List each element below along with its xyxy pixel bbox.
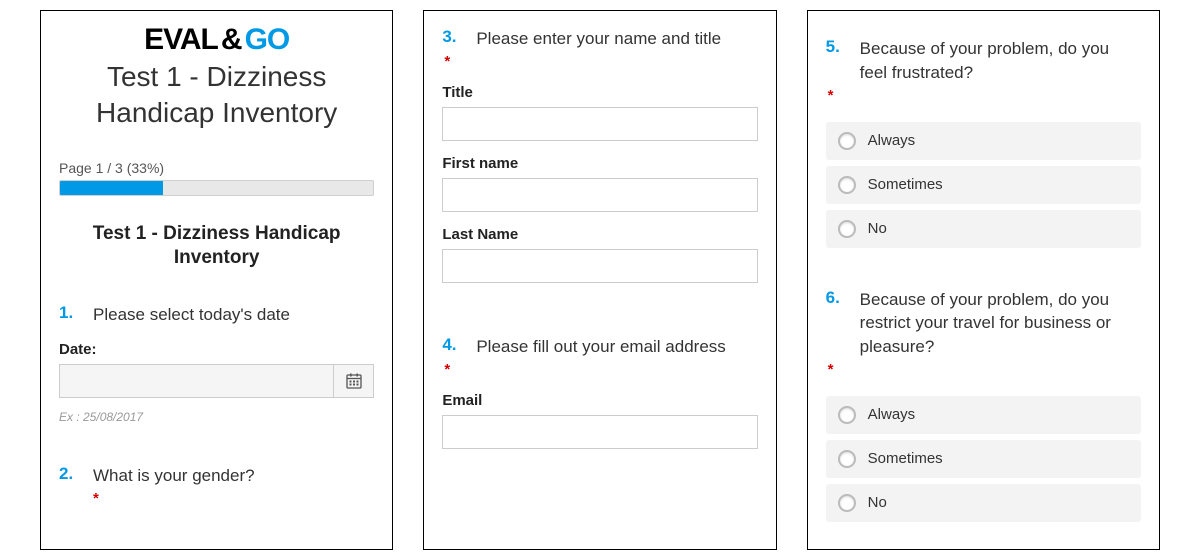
q6-opt0-label: Always — [868, 406, 916, 423]
survey-title: Test 1 - Dizziness Handicap Inventory — [59, 59, 374, 132]
panel-2: 3. Please enter your name and title * Ti… — [423, 10, 776, 550]
q3-first-label: First name — [442, 155, 757, 172]
logo-eval: EVAL — [144, 23, 218, 56]
q6-required: * — [828, 361, 1141, 378]
section-title: Test 1 - Dizziness Handicap Inventory — [59, 222, 374, 271]
q5-opt2-label: No — [868, 220, 887, 237]
question-4: 4. Please fill out your email address * … — [442, 335, 757, 449]
q1-hint: Ex : 25/08/2017 — [59, 410, 374, 424]
question-5: 5. Because of your problem, do you feel … — [826, 37, 1141, 248]
lastname-input[interactable] — [442, 249, 757, 283]
question-1: 1. Please select today's date Date: — [59, 303, 374, 424]
q6-option-always[interactable]: Always — [826, 396, 1141, 434]
progress-bar — [59, 180, 374, 196]
q6-opt2-label: No — [868, 494, 887, 511]
q3-required: * — [444, 53, 757, 70]
pager-text: Page 1 / 3 (33%) — [59, 160, 374, 176]
radio-icon — [838, 132, 856, 150]
q5-opt0-label: Always — [868, 132, 916, 149]
q4-email-label: Email — [442, 392, 757, 409]
date-input[interactable] — [59, 364, 334, 398]
panel-3: 5. Because of your problem, do you feel … — [807, 10, 1160, 550]
q1-text: Please select today's date — [93, 303, 290, 327]
q1-number: 1. — [59, 303, 81, 327]
q6-opt1-label: Sometimes — [868, 450, 943, 467]
q4-required: * — [444, 361, 757, 378]
q2-number: 2. — [59, 464, 81, 488]
q4-text: Please fill out your email address — [476, 335, 725, 359]
q5-text: Because of your problem, do you feel fru… — [860, 37, 1141, 85]
q5-option-no[interactable]: No — [826, 210, 1141, 248]
question-3: 3. Please enter your name and title * Ti… — [442, 27, 757, 283]
q3-title-label: Title — [442, 84, 757, 101]
panel-1: EVAL&GO Test 1 - Dizziness Handicap Inve… — [40, 10, 393, 550]
calendar-button[interactable] — [334, 364, 374, 398]
q3-text: Please enter your name and title — [476, 27, 721, 51]
calendar-icon — [346, 373, 362, 389]
q3-last-label: Last Name — [442, 226, 757, 243]
q2-text: What is your gender? — [93, 464, 255, 488]
radio-icon — [838, 220, 856, 238]
logo-go: GO — [245, 23, 290, 56]
q5-required: * — [828, 87, 1141, 104]
question-6: 6. Because of your problem, do you restr… — [826, 288, 1141, 522]
q6-option-no[interactable]: No — [826, 484, 1141, 522]
q5-option-always[interactable]: Always — [826, 122, 1141, 160]
q6-option-sometimes[interactable]: Sometimes — [826, 440, 1141, 478]
firstname-input[interactable] — [442, 178, 757, 212]
question-2: 2. What is your gender? * — [59, 464, 374, 507]
radio-icon — [838, 406, 856, 424]
title-input[interactable] — [442, 107, 757, 141]
q4-number: 4. — [442, 335, 464, 359]
progress-fill — [60, 181, 163, 195]
radio-icon — [838, 494, 856, 512]
email-input[interactable] — [442, 415, 757, 449]
q6-text: Because of your problem, do you restrict… — [860, 288, 1141, 359]
q5-number: 5. — [826, 37, 848, 85]
q6-number: 6. — [826, 288, 848, 359]
q1-field-label: Date: — [59, 341, 374, 358]
radio-icon — [838, 450, 856, 468]
q3-number: 3. — [442, 27, 464, 51]
logo-amp: & — [221, 23, 242, 56]
q5-option-sometimes[interactable]: Sometimes — [826, 166, 1141, 204]
q5-opt1-label: Sometimes — [868, 176, 943, 193]
brand-logo: EVAL&GO — [59, 23, 374, 57]
radio-icon — [838, 176, 856, 194]
q2-required: * — [93, 490, 374, 507]
